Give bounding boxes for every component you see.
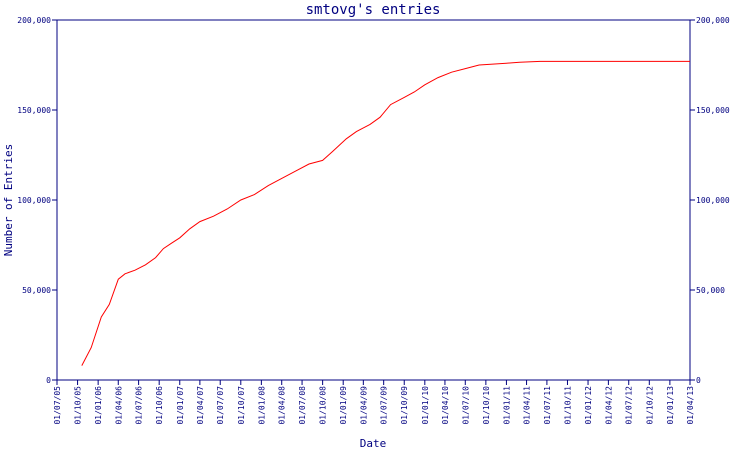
x-tick-label: 01/04/06: [114, 386, 123, 425]
x-tick-label: 01/07/08: [298, 386, 307, 425]
y-tick-label-right: 150,000: [696, 106, 730, 115]
x-tick-label: 01/01/07: [176, 386, 185, 425]
plot-frame: [56, 19, 691, 381]
x-tick-label: 01/10/11: [563, 386, 572, 425]
x-axis-label: Date: [360, 437, 387, 450]
x-tick-label: 01/01/13: [666, 386, 675, 425]
y-tick-label-right: 100,000: [696, 196, 730, 205]
x-tick-label: 01/10/06: [155, 386, 164, 425]
chart-title: smtovg's entries: [306, 2, 441, 18]
x-tick-label: 01/01/09: [339, 386, 348, 425]
x-axis: 01/07/05 01/10/05 01/01/06 01/04/06 01/07/06…: [53, 380, 695, 425]
x-tick-label: 01/10/08: [319, 386, 328, 425]
x-tick-label: 01/04/09: [359, 386, 368, 425]
x-tick-label: 01/04/13: [686, 386, 695, 425]
y-tick-label-left: 150,000: [17, 106, 51, 115]
x-tick-label: 01/01/10: [421, 386, 430, 425]
x-tick-label: 01/10/07: [237, 386, 246, 425]
series-group: [81, 60, 690, 366]
y-axis-left: 0 50,000 100,000 150,000 200,000: [17, 16, 57, 385]
x-tick-label: 01/07/10: [461, 386, 470, 425]
x-tick-label: 01/01/11: [502, 386, 511, 425]
y-axis-label: Number of Entries: [2, 144, 15, 257]
y-tick-label-left: 50,000: [22, 286, 51, 295]
y-tick-label-right: 0: [696, 376, 701, 385]
x-tick-label: 01/04/10: [441, 386, 450, 425]
y-tick-label-right: 50,000: [696, 286, 725, 295]
y-tick-label-left: 200,000: [17, 16, 51, 25]
y-tick-label-right: 200,000: [696, 16, 730, 25]
x-tick-label: 01/01/08: [257, 386, 266, 425]
x-tick-label: 01/07/12: [625, 386, 634, 425]
y-tick-label-left: 0: [46, 376, 51, 385]
x-tick-label: 01/07/11: [543, 386, 552, 425]
x-tick-label: 01/04/08: [278, 386, 287, 425]
x-tick-label: 01/10/05: [74, 386, 83, 425]
x-tick-label: 01/10/10: [482, 386, 491, 425]
x-tick-label: 01/07/06: [135, 386, 144, 425]
x-tick-label: 01/04/11: [523, 386, 532, 425]
y-tick-label-left: 100,000: [17, 196, 51, 205]
entries-series-line: [81, 60, 690, 366]
x-tick-label: 01/04/07: [196, 386, 205, 425]
x-tick-label: 01/07/07: [216, 386, 225, 425]
x-tick-label: 01/10/12: [645, 386, 654, 425]
x-tick-label: 01/04/12: [604, 386, 613, 425]
x-tick-label: 01/07/09: [380, 386, 389, 425]
x-tick-label: 01/10/09: [400, 386, 409, 425]
y-axis-right: 0 50,000 100,000 150,000 200,000: [690, 16, 730, 385]
x-tick-label: 01/01/06: [94, 386, 103, 425]
x-tick-label: 01/07/05: [53, 386, 62, 425]
x-tick-label: 01/01/12: [584, 386, 593, 425]
